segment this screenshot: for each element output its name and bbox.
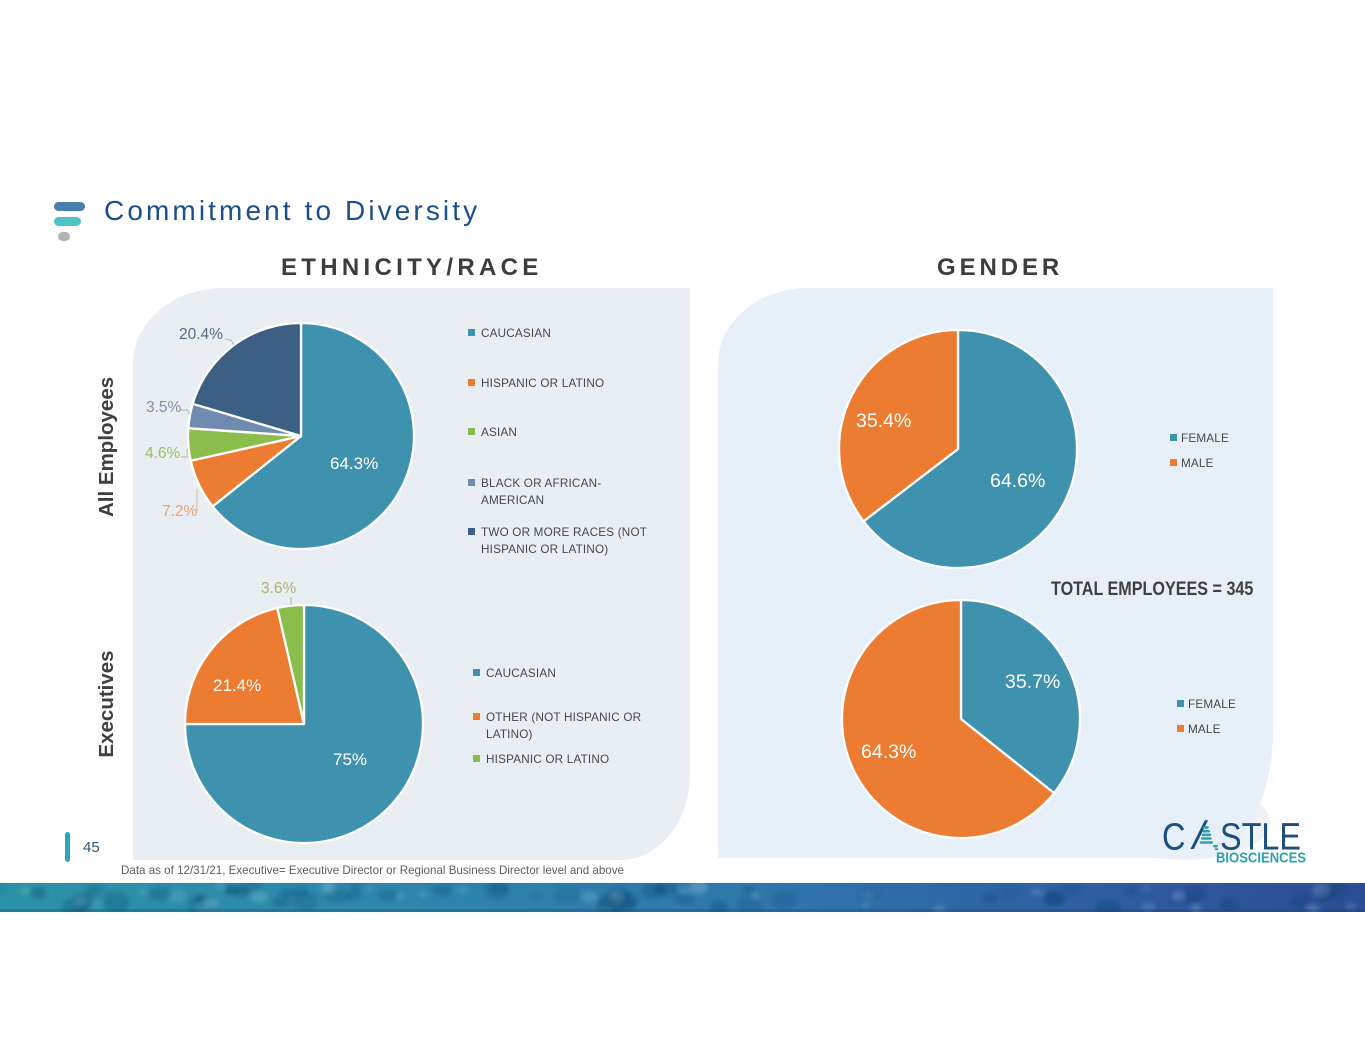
svg-text:BIOSCIENCES: BIOSCIENCES <box>1216 850 1306 867</box>
svg-text:STLE: STLE <box>1220 817 1301 859</box>
svg-text:C: C <box>1162 817 1186 859</box>
